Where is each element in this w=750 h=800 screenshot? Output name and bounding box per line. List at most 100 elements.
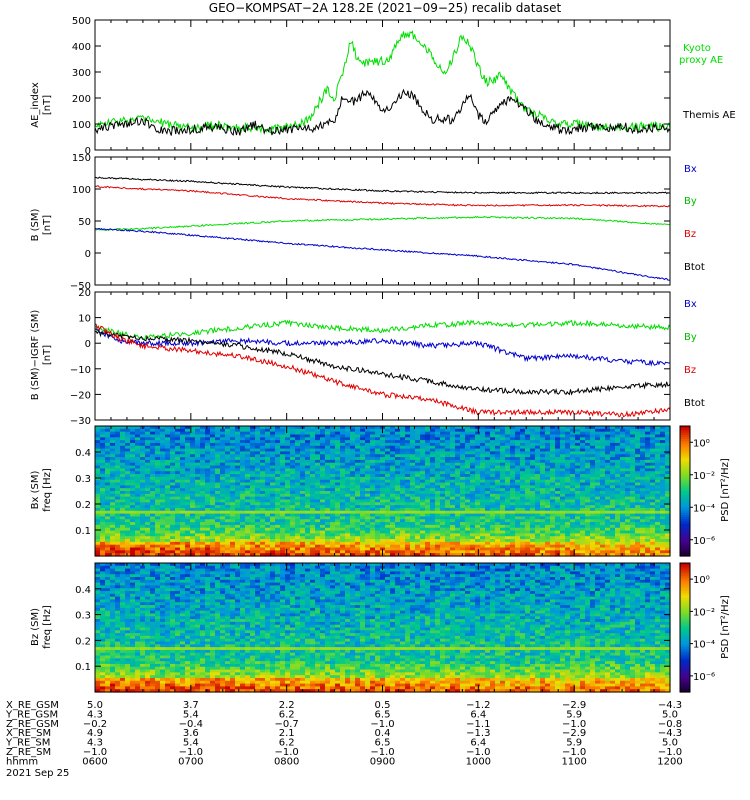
spectro-cell [380, 510, 386, 515]
spectro-cell [320, 507, 326, 512]
spectro-cell [240, 448, 246, 453]
spectro-cell [485, 519, 491, 523]
spectro-cell [460, 442, 466, 447]
spectro-cell [420, 482, 426, 486]
spectro-cell [505, 451, 511, 455]
spectro-cell [285, 454, 291, 458]
spectro-cell [335, 507, 341, 512]
spectro-cell [420, 507, 426, 512]
spectro-cell [235, 465, 241, 469]
spectro-cell [525, 513, 531, 518]
spectro-cell [530, 507, 536, 512]
spectro-cell [155, 431, 161, 436]
spectro-cell [200, 459, 206, 464]
spectro-cell [515, 522, 521, 526]
spectro-cell [490, 454, 496, 458]
spectro-cell [485, 522, 491, 526]
spectro-cell [475, 479, 481, 484]
spectro-cell [135, 451, 141, 455]
spectro-cell [340, 437, 346, 441]
spectro-cell [340, 448, 346, 453]
spectro-cell [560, 451, 566, 455]
spectro-cell [145, 491, 151, 495]
spectro-cell [535, 496, 541, 501]
spectro-cell [220, 437, 226, 441]
spectro-cell [545, 513, 551, 518]
spectro-cell [640, 499, 646, 503]
spectro-cell [540, 468, 546, 472]
spectro-cell [235, 488, 241, 492]
spectro-cell [450, 479, 456, 484]
spectro-cell [325, 493, 331, 498]
spectro-cell [505, 476, 511, 481]
spectro-cell [210, 502, 216, 506]
spectro-cell [310, 448, 316, 453]
spectro-cell [485, 468, 491, 472]
spectro-cell [190, 437, 196, 441]
spectro-cell [130, 437, 136, 441]
spectro-cell [485, 510, 491, 515]
spectro-cell [115, 507, 121, 512]
spectro-cell [400, 479, 406, 484]
spectro-cell [565, 519, 571, 523]
spectro-cell [545, 476, 551, 481]
spectro-cell [255, 491, 261, 495]
spectro-cell [335, 471, 341, 475]
spectro-cell [185, 522, 191, 526]
spectro-cell [365, 499, 371, 503]
spectro-cell [345, 507, 351, 512]
spectro-cell [115, 431, 121, 436]
spectro-cell [490, 516, 496, 520]
spectro-cell [530, 457, 536, 461]
spectro-cell [195, 448, 201, 453]
spectro-cell [245, 496, 251, 501]
spectro-cell [225, 510, 231, 515]
spectro-cell [445, 499, 451, 503]
spectro-cell [495, 465, 501, 469]
spectro-cell [400, 527, 406, 532]
spectro-cell [255, 462, 261, 467]
spectro-cell [505, 459, 511, 464]
spectro-cell [640, 459, 646, 464]
spectro-cell [120, 499, 126, 503]
spectro-cell [445, 437, 451, 441]
spectro-cell [375, 491, 381, 495]
spectro-cell [650, 445, 656, 450]
spectro-cell [155, 513, 161, 518]
spectro-cell [170, 471, 176, 475]
spectro-cell [320, 465, 326, 469]
spectro-cell [415, 496, 421, 501]
spectro-cell [345, 445, 351, 450]
spectro-cell [635, 493, 641, 498]
spectro-cell [375, 524, 381, 529]
spectro-cell [190, 431, 196, 436]
spectro-cell [220, 474, 226, 478]
spectro-cell [140, 505, 146, 509]
spectro-cell [450, 522, 456, 526]
spectro-cell [140, 454, 146, 458]
spectro-cell [455, 522, 461, 526]
spectro-cell [380, 519, 386, 523]
spectro-cell [470, 493, 476, 498]
spectro-cell [255, 465, 261, 469]
spectro-cell [480, 524, 486, 529]
spectro-cell [435, 496, 441, 501]
spectro-cell [215, 522, 221, 526]
spectro-cell [175, 491, 181, 495]
spectro-cell [525, 479, 531, 484]
spectro-cell [120, 507, 126, 512]
spectro-cell [655, 519, 661, 523]
spectro-cell [340, 454, 346, 458]
spectro-cell [225, 462, 231, 467]
spectro-cell [105, 505, 111, 509]
spectro-cell [595, 448, 601, 453]
spectro-cell [130, 491, 136, 495]
spectro-cell [250, 513, 256, 518]
spectro-cell [295, 468, 301, 472]
spectro-cell [610, 482, 616, 486]
spectro-cell [650, 428, 656, 433]
spectro-cell [410, 459, 416, 464]
spectro-cell [180, 524, 186, 529]
spectro-cell [130, 462, 136, 467]
spectro-cell [145, 499, 151, 503]
